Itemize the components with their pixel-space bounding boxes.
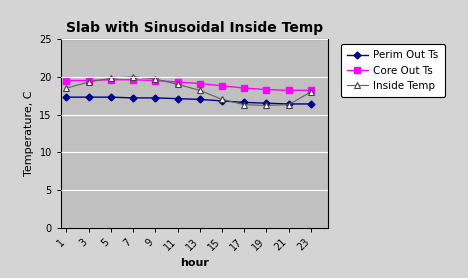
Inside Temp (197, 89, 203, 92)
Line: Inside Temp: Inside Temp (63, 73, 314, 109)
Inside Temp (153, 77, 158, 81)
Perim Out Ts (64, 95, 69, 99)
Inside Temp (308, 90, 314, 93)
Perim Out Ts (241, 101, 247, 104)
Perim Out Ts (286, 102, 292, 106)
Inside Temp (241, 103, 247, 106)
Y-axis label: Temperature, C: Temperature, C (24, 91, 34, 176)
X-axis label: hour: hour (180, 258, 209, 268)
Core Out Ts (64, 79, 69, 82)
Inside Temp (64, 86, 69, 90)
Perim Out Ts (175, 97, 180, 100)
Perim Out Ts (263, 101, 269, 105)
Inside Temp (130, 75, 136, 78)
Line: Core Out Ts: Core Out Ts (64, 77, 314, 93)
Perim Out Ts (153, 96, 158, 100)
Inside Temp (86, 80, 91, 84)
Core Out Ts (153, 79, 158, 82)
Core Out Ts (197, 82, 203, 85)
Core Out Ts (286, 89, 292, 92)
Perim Out Ts (108, 95, 114, 99)
Inside Temp (263, 104, 269, 107)
Core Out Ts (263, 88, 269, 91)
Perim Out Ts (130, 96, 136, 100)
Core Out Ts (241, 86, 247, 90)
Inside Temp (286, 103, 292, 106)
Perim Out Ts (197, 98, 203, 101)
Perim Out Ts (86, 95, 91, 99)
Core Out Ts (308, 89, 314, 92)
Core Out Ts (175, 80, 180, 84)
Core Out Ts (130, 78, 136, 81)
Line: Perim Out Ts: Perim Out Ts (64, 95, 314, 106)
Perim Out Ts (219, 99, 225, 103)
Core Out Ts (108, 78, 114, 81)
Title: Slab with Sinusoidal Inside Temp: Slab with Sinusoidal Inside Temp (66, 21, 323, 35)
Core Out Ts (219, 84, 225, 88)
Legend: Perim Out Ts, Core Out Ts, Inside Temp: Perim Out Ts, Core Out Ts, Inside Temp (341, 44, 445, 97)
Core Out Ts (86, 79, 91, 82)
Inside Temp (219, 98, 225, 101)
Inside Temp (108, 76, 114, 80)
Inside Temp (175, 83, 180, 86)
Perim Out Ts (308, 102, 314, 106)
